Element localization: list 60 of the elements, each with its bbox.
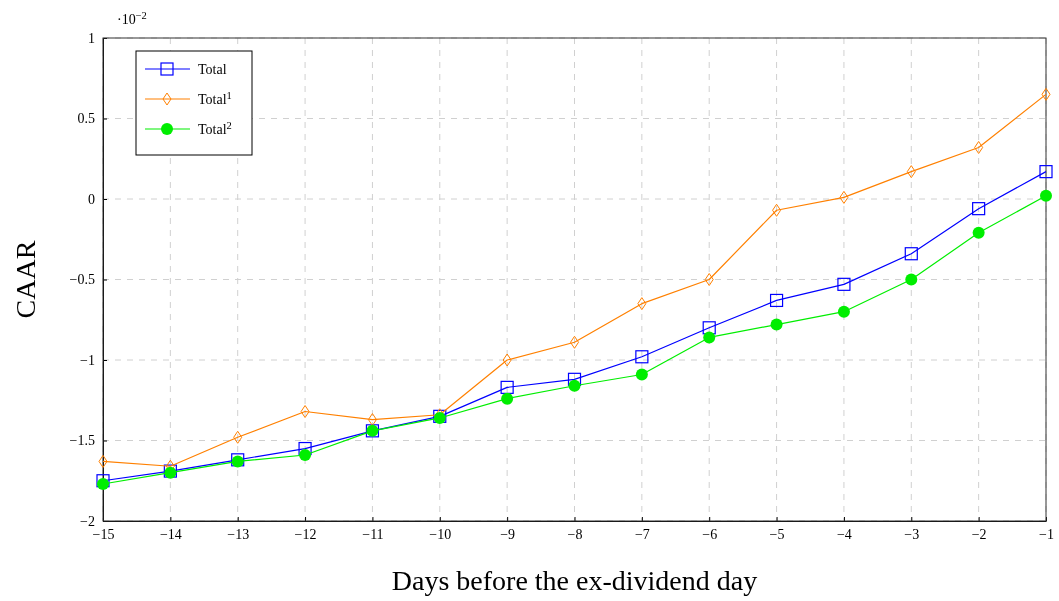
legend-label: Total$^{2}$ bbox=[198, 119, 232, 137]
point bbox=[567, 372, 582, 386]
point bbox=[568, 379, 581, 392]
point bbox=[972, 226, 985, 239]
y-tick-label: −1 bbox=[80, 352, 95, 368]
y-tick-label: −1.5 bbox=[69, 433, 95, 449]
y-tick-label: 0.5 bbox=[77, 111, 95, 127]
point bbox=[637, 297, 647, 311]
x-tick-label: −8 bbox=[567, 526, 583, 542]
x-tick-label: −10 bbox=[429, 526, 452, 542]
point bbox=[1041, 87, 1051, 101]
x-tick-label: −13 bbox=[227, 526, 250, 542]
x-tick-label: −5 bbox=[769, 526, 785, 542]
y-tick-label: 1 bbox=[88, 30, 95, 46]
legend-label: Total$^{1}$ bbox=[198, 89, 232, 107]
point bbox=[837, 305, 850, 318]
x-tick-label: −11 bbox=[362, 526, 384, 542]
x-tick-label: −9 bbox=[500, 526, 516, 542]
y-tick-label: 0 bbox=[88, 191, 95, 207]
point bbox=[704, 273, 714, 286]
point bbox=[906, 165, 916, 179]
x-tick-label: −14 bbox=[159, 526, 182, 542]
x-tick-label: −2 bbox=[971, 526, 987, 542]
x-tick-label: −1 bbox=[1039, 526, 1054, 542]
point bbox=[703, 331, 716, 344]
text: ·10$^{−2}$ bbox=[117, 9, 147, 27]
point bbox=[837, 277, 851, 291]
point bbox=[769, 293, 784, 308]
x-axis-title: Days before the ex-dividend day bbox=[391, 565, 758, 596]
point bbox=[772, 203, 782, 217]
y-tick-label: −2 bbox=[80, 513, 95, 529]
point bbox=[904, 247, 918, 261]
point bbox=[905, 273, 918, 286]
point bbox=[501, 392, 514, 405]
point bbox=[1039, 165, 1053, 179]
y-axis-title: CAAR bbox=[10, 240, 41, 319]
point bbox=[839, 190, 849, 204]
point bbox=[702, 321, 716, 335]
point bbox=[974, 140, 984, 154]
y-tick-label: −0.5 bbox=[69, 272, 95, 288]
point bbox=[98, 454, 108, 468]
x-tick-label: −7 bbox=[634, 526, 650, 542]
point bbox=[233, 430, 243, 444]
point bbox=[502, 353, 512, 367]
x-tick-label: −4 bbox=[836, 526, 852, 542]
point bbox=[635, 368, 648, 381]
x-tick-label: −3 bbox=[904, 526, 920, 542]
point bbox=[1040, 189, 1052, 202]
legend-label: Total bbox=[198, 62, 227, 77]
point bbox=[367, 413, 377, 427]
point bbox=[299, 448, 312, 461]
point bbox=[972, 202, 986, 216]
point bbox=[500, 380, 514, 394]
x-tick-label: −12 bbox=[294, 526, 317, 542]
point bbox=[300, 405, 310, 419]
point bbox=[770, 318, 783, 331]
x-tick-label: −6 bbox=[702, 526, 718, 542]
point bbox=[298, 441, 312, 456]
point bbox=[635, 350, 649, 364]
x-tick-label: −15 bbox=[92, 526, 115, 542]
